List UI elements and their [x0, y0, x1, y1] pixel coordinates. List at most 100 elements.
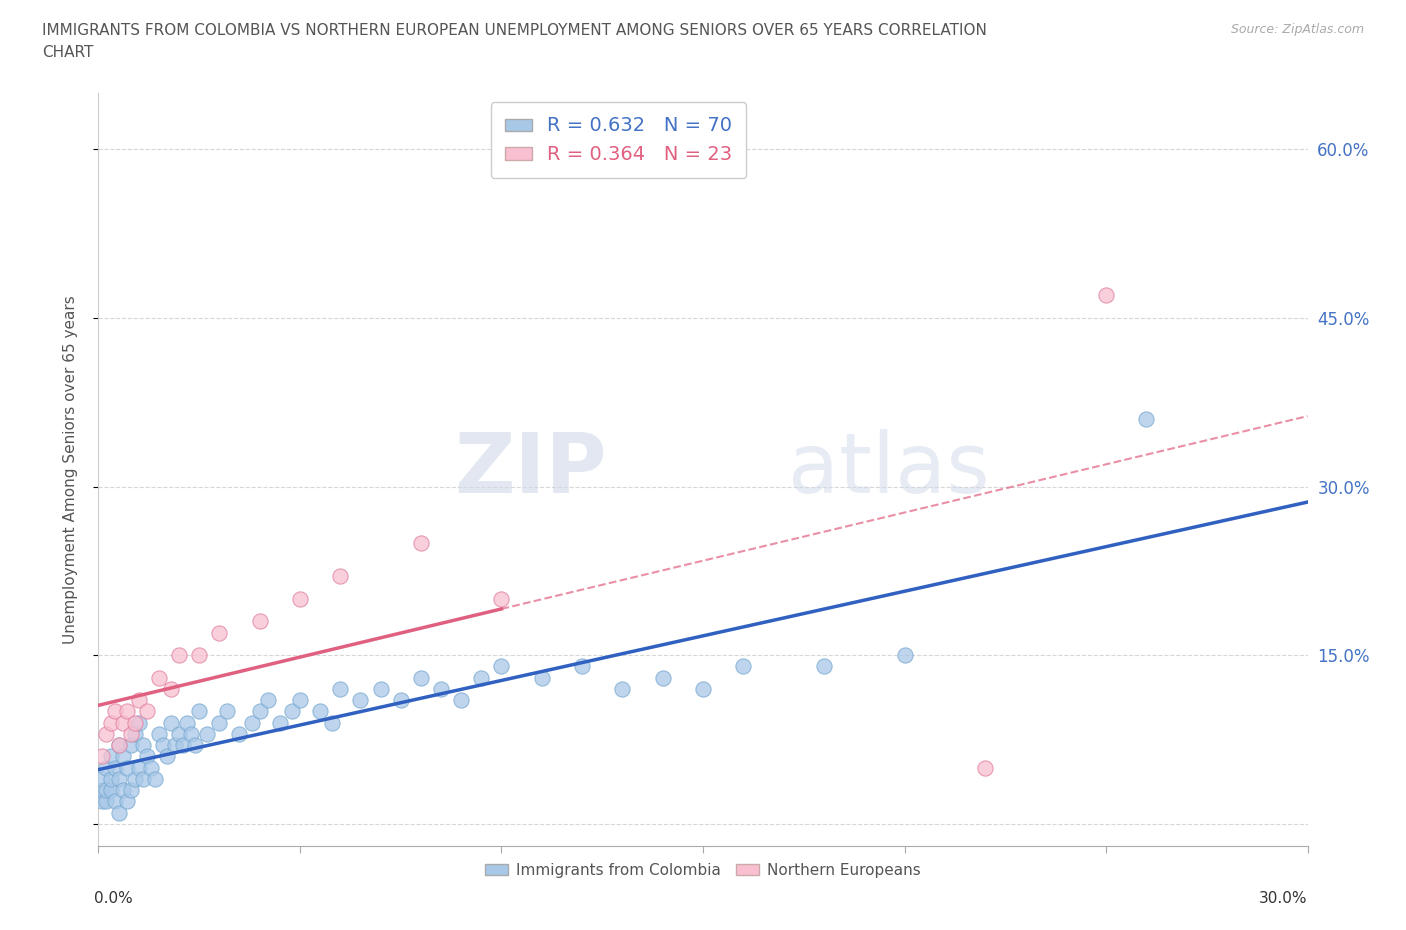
Point	[128, 715, 150, 730]
Point	[135, 749, 157, 764]
Point	[120, 737, 142, 752]
Point	[288, 693, 311, 708]
Point	[288, 591, 311, 606]
Point	[111, 749, 134, 764]
Point	[349, 693, 371, 708]
Point	[167, 647, 190, 662]
Point	[96, 726, 118, 741]
Point	[128, 760, 150, 775]
Point	[103, 760, 125, 775]
Point	[470, 671, 492, 685]
Point	[120, 726, 142, 741]
Point	[188, 704, 211, 719]
Point	[160, 715, 183, 730]
Point	[217, 704, 239, 719]
Point	[733, 659, 755, 674]
Point	[139, 760, 162, 775]
Point	[96, 783, 118, 798]
Point	[111, 715, 134, 730]
Point	[167, 726, 190, 741]
Point	[91, 771, 114, 786]
Legend: Immigrants from Colombia, Northern Europeans: Immigrants from Colombia, Northern Europ…	[479, 857, 927, 884]
Point	[409, 536, 432, 551]
Point	[107, 737, 129, 752]
Point	[135, 704, 157, 719]
Point	[91, 749, 114, 764]
Point	[1135, 412, 1157, 427]
Point	[156, 749, 179, 764]
Point	[160, 682, 183, 697]
Point	[124, 771, 146, 786]
Point	[329, 682, 352, 697]
Point	[132, 771, 155, 786]
Point	[208, 715, 231, 730]
Point	[107, 771, 129, 786]
Text: Source: ZipAtlas.com: Source: ZipAtlas.com	[1230, 23, 1364, 36]
Point	[281, 704, 304, 719]
Point	[148, 671, 170, 685]
Point	[249, 704, 271, 719]
Point	[124, 726, 146, 741]
Text: atlas: atlas	[787, 429, 990, 511]
Point	[188, 647, 211, 662]
Point	[124, 715, 146, 730]
Point	[111, 783, 134, 798]
Point	[195, 726, 218, 741]
Point	[132, 737, 155, 752]
Point	[115, 794, 138, 809]
Point	[100, 783, 122, 798]
Point	[612, 682, 634, 697]
Point	[974, 760, 997, 775]
Point	[180, 726, 202, 741]
Point	[1095, 288, 1118, 303]
Point	[228, 726, 250, 741]
Point	[120, 783, 142, 798]
Point	[813, 659, 835, 674]
Point	[115, 704, 138, 719]
Point	[430, 682, 453, 697]
Point	[249, 614, 271, 629]
Point	[143, 771, 166, 786]
Point	[321, 715, 343, 730]
Text: IMMIGRANTS FROM COLOMBIA VS NORTHERN EUROPEAN UNEMPLOYMENT AMONG SENIORS OVER 65: IMMIGRANTS FROM COLOMBIA VS NORTHERN EUR…	[42, 23, 987, 38]
Point	[370, 682, 392, 697]
Point	[893, 647, 915, 662]
Point	[651, 671, 673, 685]
Point	[100, 715, 122, 730]
Point	[103, 794, 125, 809]
Text: CHART: CHART	[42, 45, 94, 60]
Point	[240, 715, 263, 730]
Point	[692, 682, 714, 697]
Point	[176, 715, 198, 730]
Point	[148, 726, 170, 741]
Point	[96, 794, 118, 809]
Point	[184, 737, 207, 752]
Point	[128, 693, 150, 708]
Point	[409, 671, 432, 685]
Point	[269, 715, 291, 730]
Point	[530, 671, 553, 685]
Text: ZIP: ZIP	[454, 429, 606, 511]
Point	[256, 693, 278, 708]
Point	[172, 737, 194, 752]
Text: 0.0%: 0.0%	[94, 891, 134, 906]
Point	[309, 704, 332, 719]
Point	[491, 659, 513, 674]
Point	[100, 749, 122, 764]
Point	[329, 569, 352, 584]
Point	[107, 805, 129, 820]
Point	[389, 693, 412, 708]
Point	[208, 625, 231, 640]
Y-axis label: Unemployment Among Seniors over 65 years: Unemployment Among Seniors over 65 years	[63, 296, 77, 644]
Point	[491, 591, 513, 606]
Text: 30.0%: 30.0%	[1260, 891, 1308, 906]
Point	[91, 794, 114, 809]
Point	[100, 771, 122, 786]
Point	[115, 760, 138, 775]
Point	[571, 659, 593, 674]
Point	[103, 704, 125, 719]
Point	[91, 783, 114, 798]
Point	[152, 737, 174, 752]
Point	[107, 737, 129, 752]
Point	[450, 693, 472, 708]
